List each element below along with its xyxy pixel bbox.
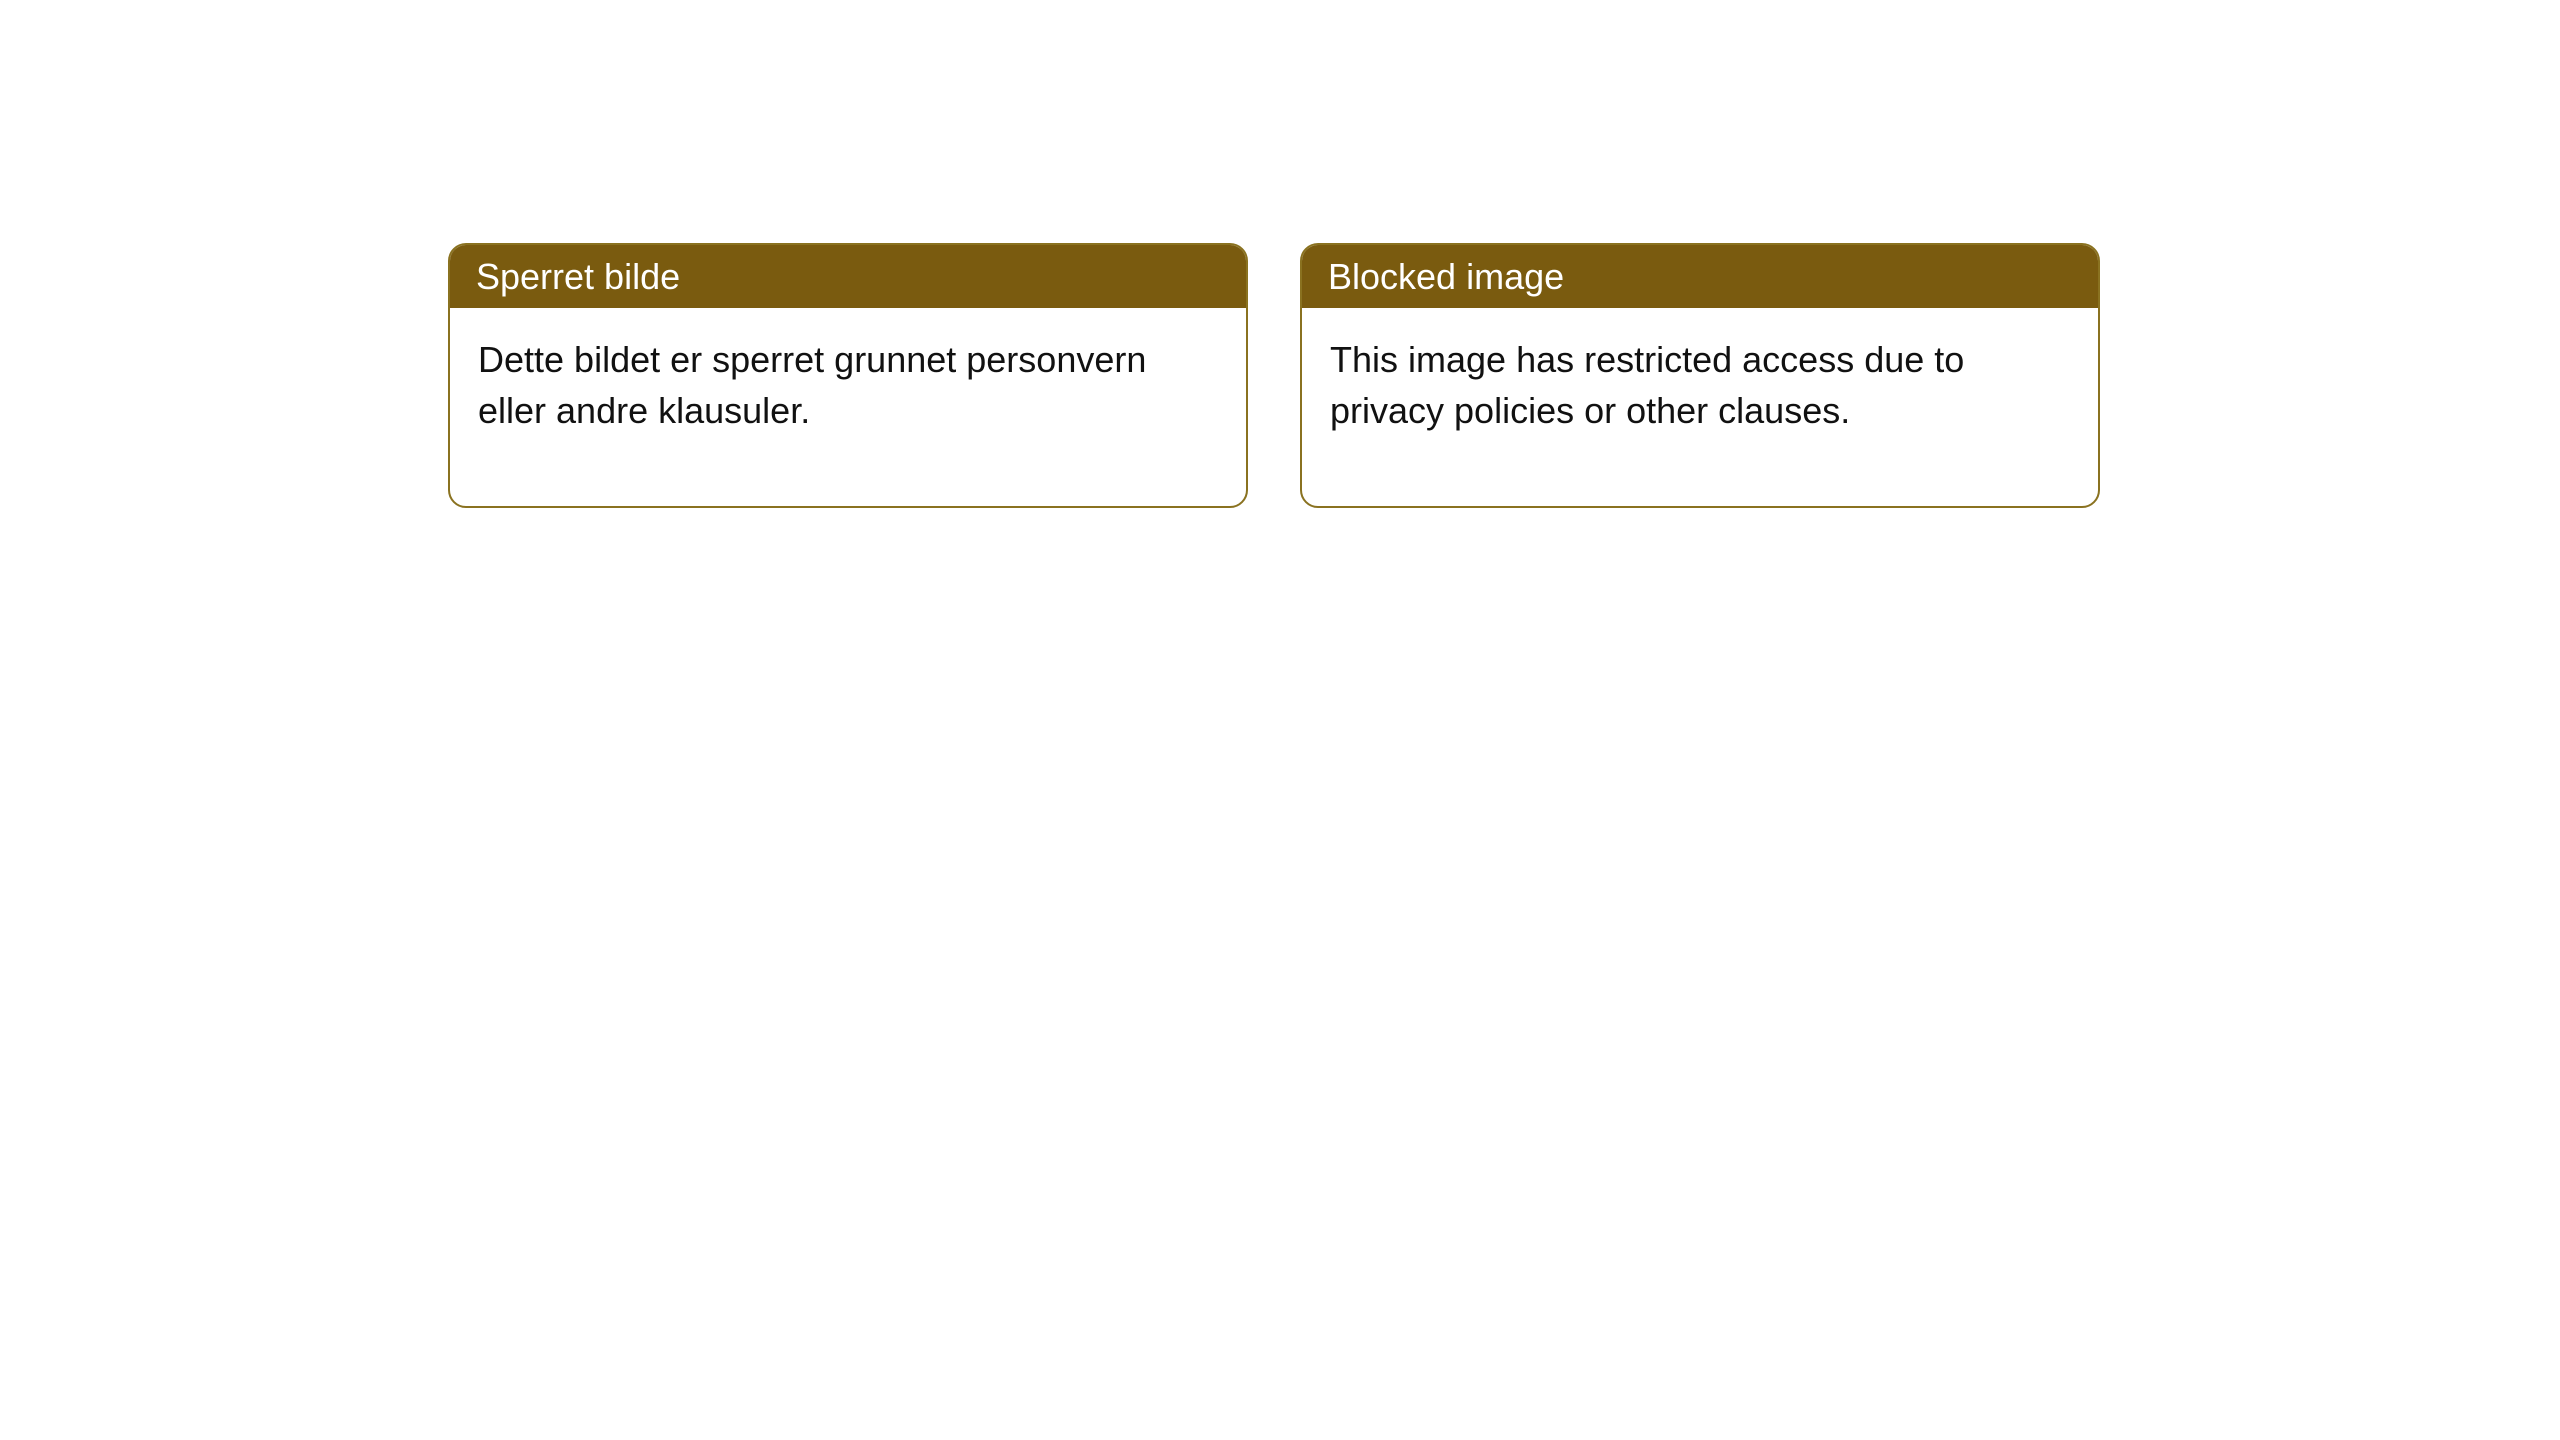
- notice-card-no: Sperret bilde Dette bildet er sperret gr…: [448, 243, 1248, 508]
- notice-card-body: Dette bildet er sperret grunnet personve…: [450, 308, 1246, 506]
- notice-card-header: Sperret bilde: [450, 245, 1246, 308]
- notice-card-body: This image has restricted access due to …: [1302, 308, 2098, 506]
- notice-card-en: Blocked image This image has restricted …: [1300, 243, 2100, 508]
- notice-card-header: Blocked image: [1302, 245, 2098, 308]
- notice-cards-container: Sperret bilde Dette bildet er sperret gr…: [0, 0, 2560, 508]
